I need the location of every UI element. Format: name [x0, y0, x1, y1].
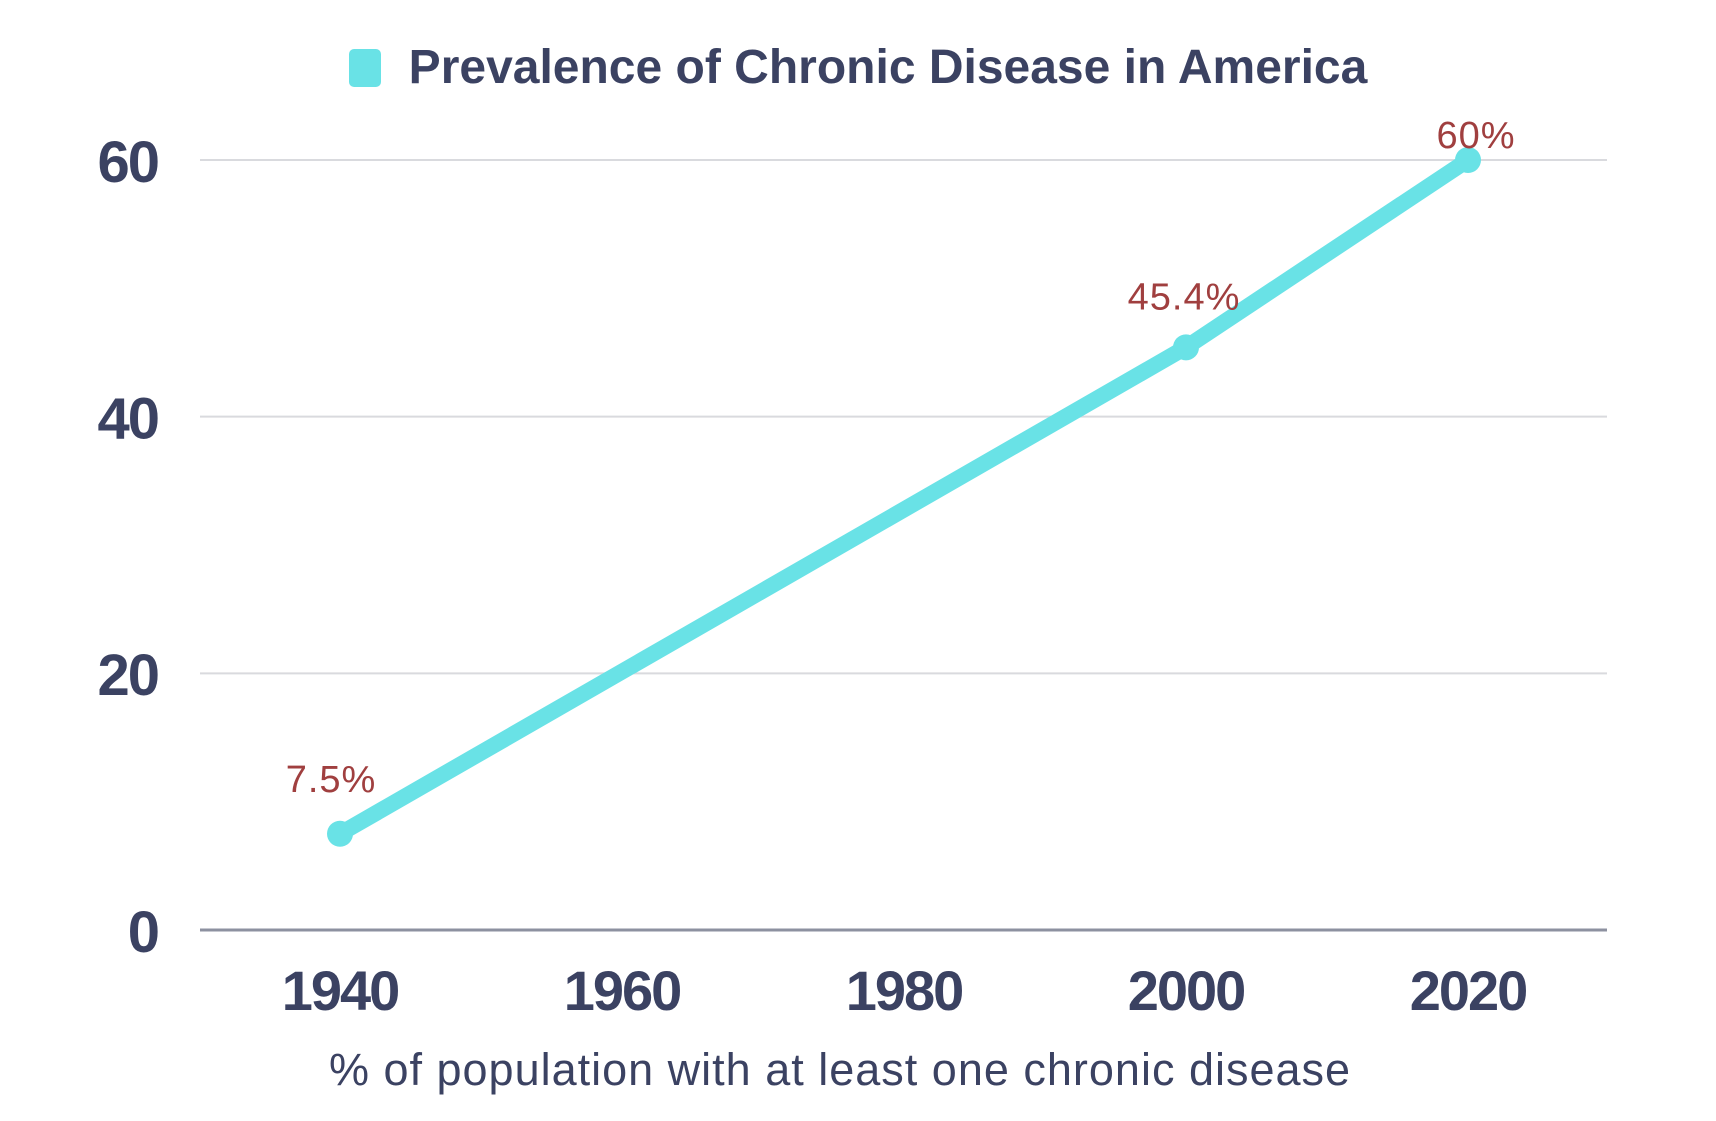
chart-title: Prevalence of Chronic Disease in America [408, 41, 1368, 94]
chart-legend: Prevalence of Chronic Disease in America [0, 40, 1716, 95]
data-label: 45.4% [1128, 276, 1241, 318]
y-tick-label: 40 [97, 386, 158, 451]
x-tick-label: 1980 [846, 959, 963, 1022]
x-tick-label: 1940 [282, 959, 399, 1022]
data-label: 7.5% [286, 759, 377, 801]
data-point [1455, 147, 1481, 173]
series-line [332, 152, 1476, 842]
x-tick-label: 1960 [564, 959, 681, 1022]
data-label: 60% [1436, 115, 1515, 157]
y-tick-label: 60 [97, 130, 158, 195]
axis-caption: % of population with at least one chroni… [328, 1044, 1352, 1095]
y-tick-label: 0 [128, 900, 158, 965]
data-point [327, 820, 353, 847]
x-tick-label: 2000 [1128, 959, 1245, 1022]
y-tick-label: 20 [97, 643, 158, 708]
data-point [1173, 334, 1199, 361]
x-tick-label: 2020 [1410, 959, 1527, 1022]
legend-swatch-icon [348, 48, 381, 87]
